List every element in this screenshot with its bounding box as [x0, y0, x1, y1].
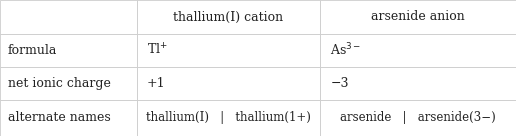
Text: thallium(I) cation: thallium(I) cation	[173, 10, 283, 24]
Bar	[0, 0, 137, 34]
Bar	[137, 0, 320, 34]
Bar	[320, 34, 516, 67]
Text: +1: +1	[147, 77, 166, 90]
Bar	[137, 34, 320, 67]
Bar	[320, 67, 516, 100]
Bar	[320, 0, 516, 34]
Bar	[320, 100, 516, 136]
Bar	[137, 100, 320, 136]
Bar	[0, 67, 137, 100]
Text: Tl$^{+}$: Tl$^{+}$	[147, 43, 168, 58]
Text: arsenide   |   arsenide(3−): arsenide | arsenide(3−)	[340, 112, 496, 124]
Text: As$^{3-}$: As$^{3-}$	[330, 42, 362, 59]
Text: alternate names: alternate names	[8, 112, 110, 124]
Text: net ionic charge: net ionic charge	[8, 77, 110, 90]
Text: arsenide anion: arsenide anion	[371, 10, 465, 24]
Text: formula: formula	[8, 44, 57, 57]
Bar	[0, 34, 137, 67]
Bar	[0, 100, 137, 136]
Text: −3: −3	[330, 77, 349, 90]
Text: thallium(I)   |   thallium(1+): thallium(I) | thallium(1+)	[146, 112, 311, 124]
Bar	[137, 67, 320, 100]
